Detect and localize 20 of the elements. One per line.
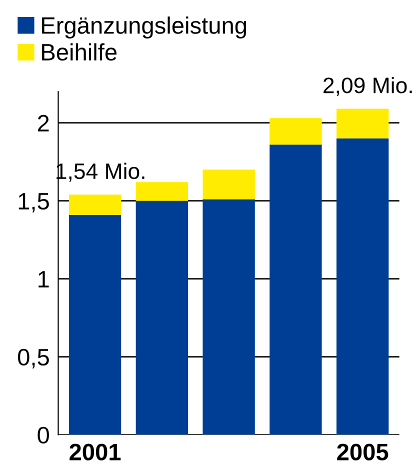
bar [136,200,188,435]
bar [202,170,255,200]
bar [336,138,389,435]
bar [202,199,255,435]
bar [68,194,122,215]
bar [336,108,389,138]
x-tick-label: 2001 [70,444,121,460]
legend-label: Beihilfe [42,43,117,61]
y-tick-label: 1 [38,271,49,288]
annotation: 2,09 Mio. [324,76,412,96]
bar [68,214,122,435]
y-tick-label: 0 [38,426,49,444]
y-tick-label: 0,5 [18,348,49,368]
y-tick-label: 1,5 [18,193,49,212]
bar [270,144,322,435]
legend-label: Ergänzungsleistung [42,16,246,39]
bar [270,118,322,145]
bar [136,182,188,201]
x-tick-label: 2005 [337,444,388,460]
y-tick-label: 2 [38,114,49,132]
